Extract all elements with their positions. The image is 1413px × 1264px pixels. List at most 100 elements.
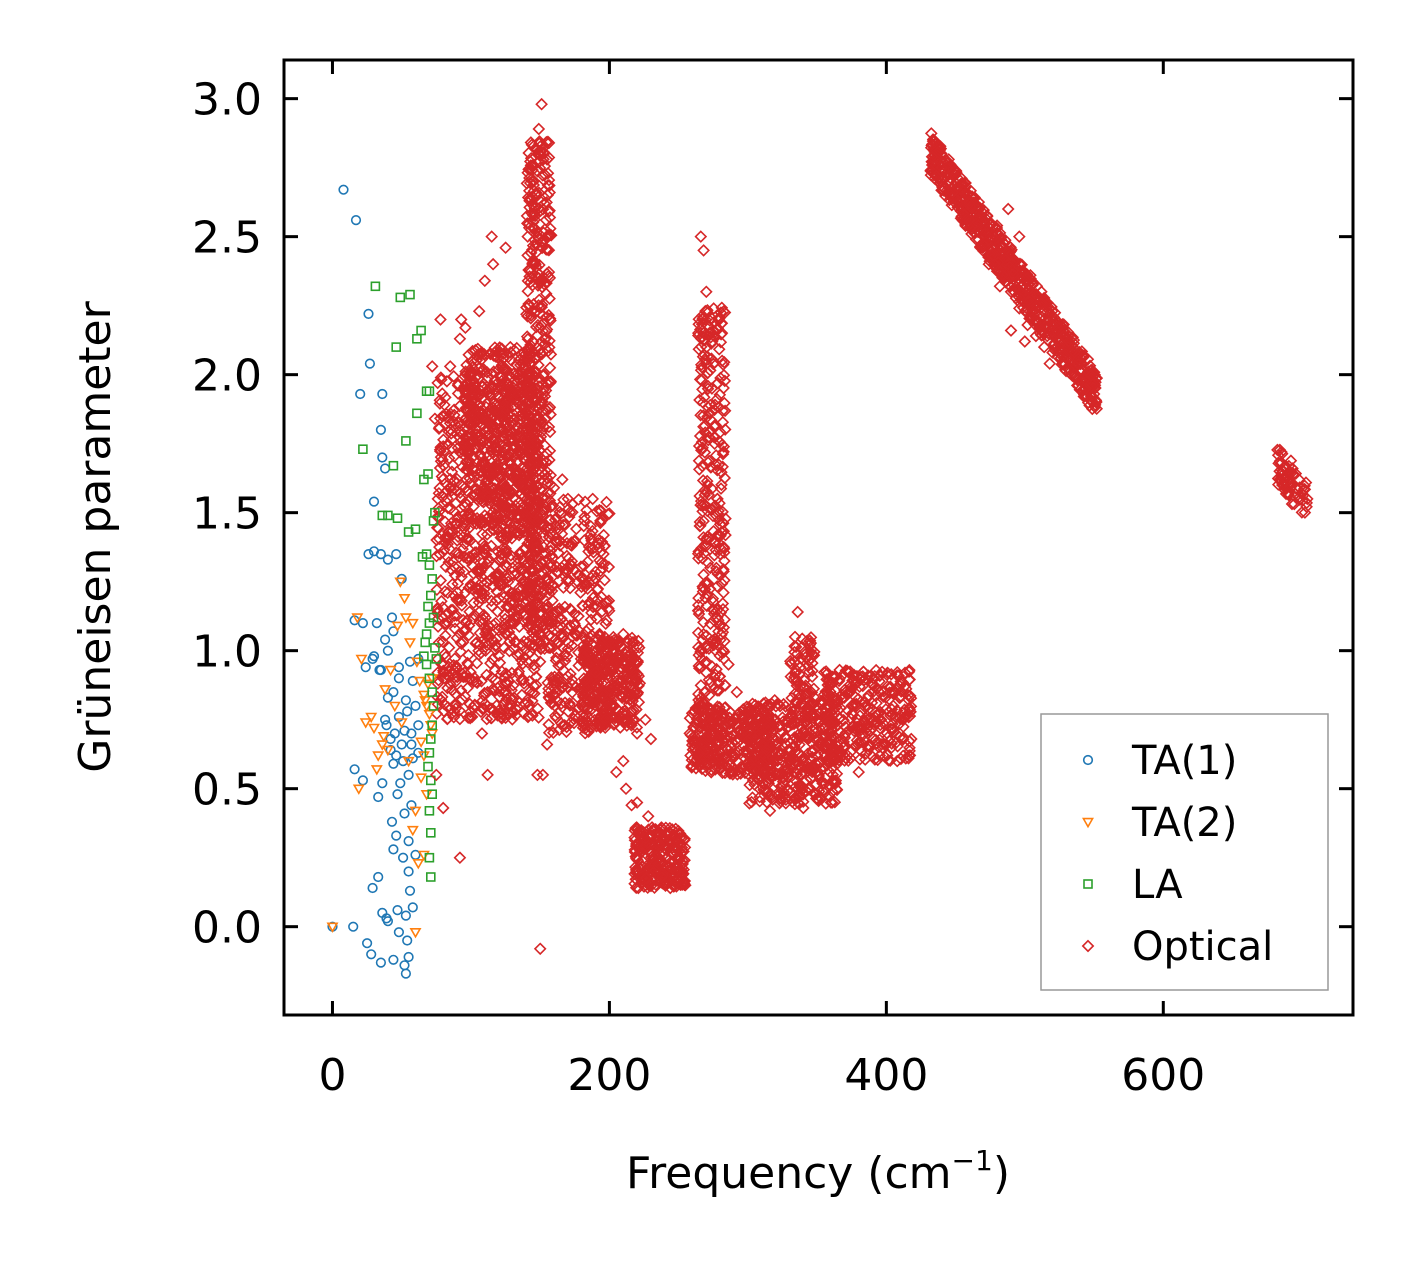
optical-point bbox=[692, 463, 706, 476]
optical-point bbox=[477, 701, 491, 715]
optical-point bbox=[479, 482, 493, 496]
optical-point bbox=[743, 778, 757, 792]
optical-point bbox=[490, 397, 504, 411]
optical-point bbox=[473, 433, 487, 447]
optical-point bbox=[512, 397, 525, 411]
optical-point bbox=[594, 556, 608, 570]
optical-point bbox=[467, 596, 480, 610]
optical-point bbox=[535, 241, 549, 255]
optical-point bbox=[563, 699, 577, 712]
optical-point bbox=[441, 501, 455, 515]
optical-point bbox=[446, 577, 459, 591]
optical-point bbox=[557, 558, 571, 572]
optical-point bbox=[480, 712, 494, 726]
optical-point bbox=[493, 406, 507, 419]
dense-region-2 bbox=[457, 340, 540, 547]
optical-point bbox=[772, 698, 786, 712]
optical-point bbox=[435, 690, 449, 704]
optical-point bbox=[697, 757, 711, 771]
optical-point bbox=[505, 666, 519, 680]
optical-point bbox=[826, 676, 840, 690]
optical-point bbox=[503, 463, 516, 477]
optical-point bbox=[587, 545, 600, 559]
optical-point bbox=[711, 700, 724, 713]
optical-point bbox=[1048, 328, 1062, 342]
optical-point bbox=[448, 568, 462, 582]
optical-point bbox=[522, 404, 535, 418]
optical-point bbox=[551, 695, 565, 708]
optical-point bbox=[528, 209, 542, 223]
optical-point bbox=[503, 340, 517, 354]
optical-point bbox=[619, 677, 633, 691]
optical-point bbox=[857, 665, 870, 679]
optical-point bbox=[466, 559, 479, 573]
optical-point bbox=[440, 374, 454, 388]
optical-point bbox=[485, 599, 499, 613]
optical-point bbox=[454, 425, 468, 439]
optical-point bbox=[489, 673, 502, 687]
optical-point bbox=[455, 693, 469, 706]
optical-point bbox=[994, 241, 1008, 255]
optical-point bbox=[494, 420, 508, 434]
optical-point bbox=[521, 166, 535, 180]
optical-point bbox=[630, 672, 643, 686]
optical-point bbox=[542, 420, 556, 434]
optical-point bbox=[505, 594, 519, 608]
optical-point bbox=[509, 708, 523, 722]
optical-point bbox=[481, 552, 495, 566]
optical-point bbox=[821, 742, 834, 756]
optical-point bbox=[969, 232, 983, 246]
optical-point bbox=[593, 718, 607, 731]
optical-point bbox=[521, 378, 535, 392]
optical-point bbox=[805, 670, 819, 684]
optical-point bbox=[470, 656, 484, 670]
optical-point bbox=[868, 753, 882, 766]
optical-point bbox=[468, 546, 482, 559]
optical-point bbox=[504, 458, 517, 472]
optical-point bbox=[565, 536, 578, 549]
optical-point bbox=[744, 727, 757, 741]
optical-point bbox=[453, 712, 467, 726]
optical-point bbox=[1273, 443, 1287, 457]
optical-point bbox=[435, 594, 448, 608]
optical-point bbox=[539, 325, 553, 338]
optical-point bbox=[642, 823, 655, 837]
optical-point bbox=[616, 674, 629, 687]
optical-point bbox=[700, 639, 713, 652]
optical-point bbox=[902, 693, 915, 707]
optical-point bbox=[539, 402, 552, 416]
optical-point bbox=[903, 663, 916, 677]
optical-point bbox=[450, 631, 464, 645]
optical-point bbox=[470, 422, 484, 436]
optical-point bbox=[877, 737, 891, 751]
optical-point bbox=[449, 687, 462, 701]
optical-point bbox=[591, 669, 605, 682]
optical-point bbox=[467, 675, 481, 688]
optical-point bbox=[1286, 462, 1299, 475]
optical-point bbox=[542, 718, 556, 731]
optical-point bbox=[466, 463, 480, 476]
optical-point bbox=[492, 592, 506, 606]
optical-point bbox=[868, 669, 882, 683]
optical-point bbox=[542, 341, 556, 354]
optical-point bbox=[787, 739, 801, 752]
optical-point bbox=[485, 419, 499, 433]
optical-point bbox=[491, 458, 505, 471]
optical-point bbox=[608, 669, 622, 682]
optical-point bbox=[432, 510, 446, 524]
optical-point bbox=[489, 345, 502, 358]
optical-point bbox=[678, 841, 692, 854]
optical-point bbox=[540, 447, 554, 460]
optical-point bbox=[521, 595, 534, 608]
optical-point bbox=[498, 671, 512, 684]
optical-point bbox=[441, 586, 455, 600]
optical-point bbox=[584, 519, 598, 533]
optical-point bbox=[464, 710, 478, 724]
optical-point bbox=[709, 668, 722, 682]
optical-point bbox=[1071, 352, 1085, 366]
optical-point bbox=[542, 243, 556, 257]
optical-point bbox=[486, 432, 499, 446]
optical-point bbox=[541, 641, 555, 654]
optical-point bbox=[527, 254, 541, 268]
optical-point bbox=[822, 716, 835, 730]
